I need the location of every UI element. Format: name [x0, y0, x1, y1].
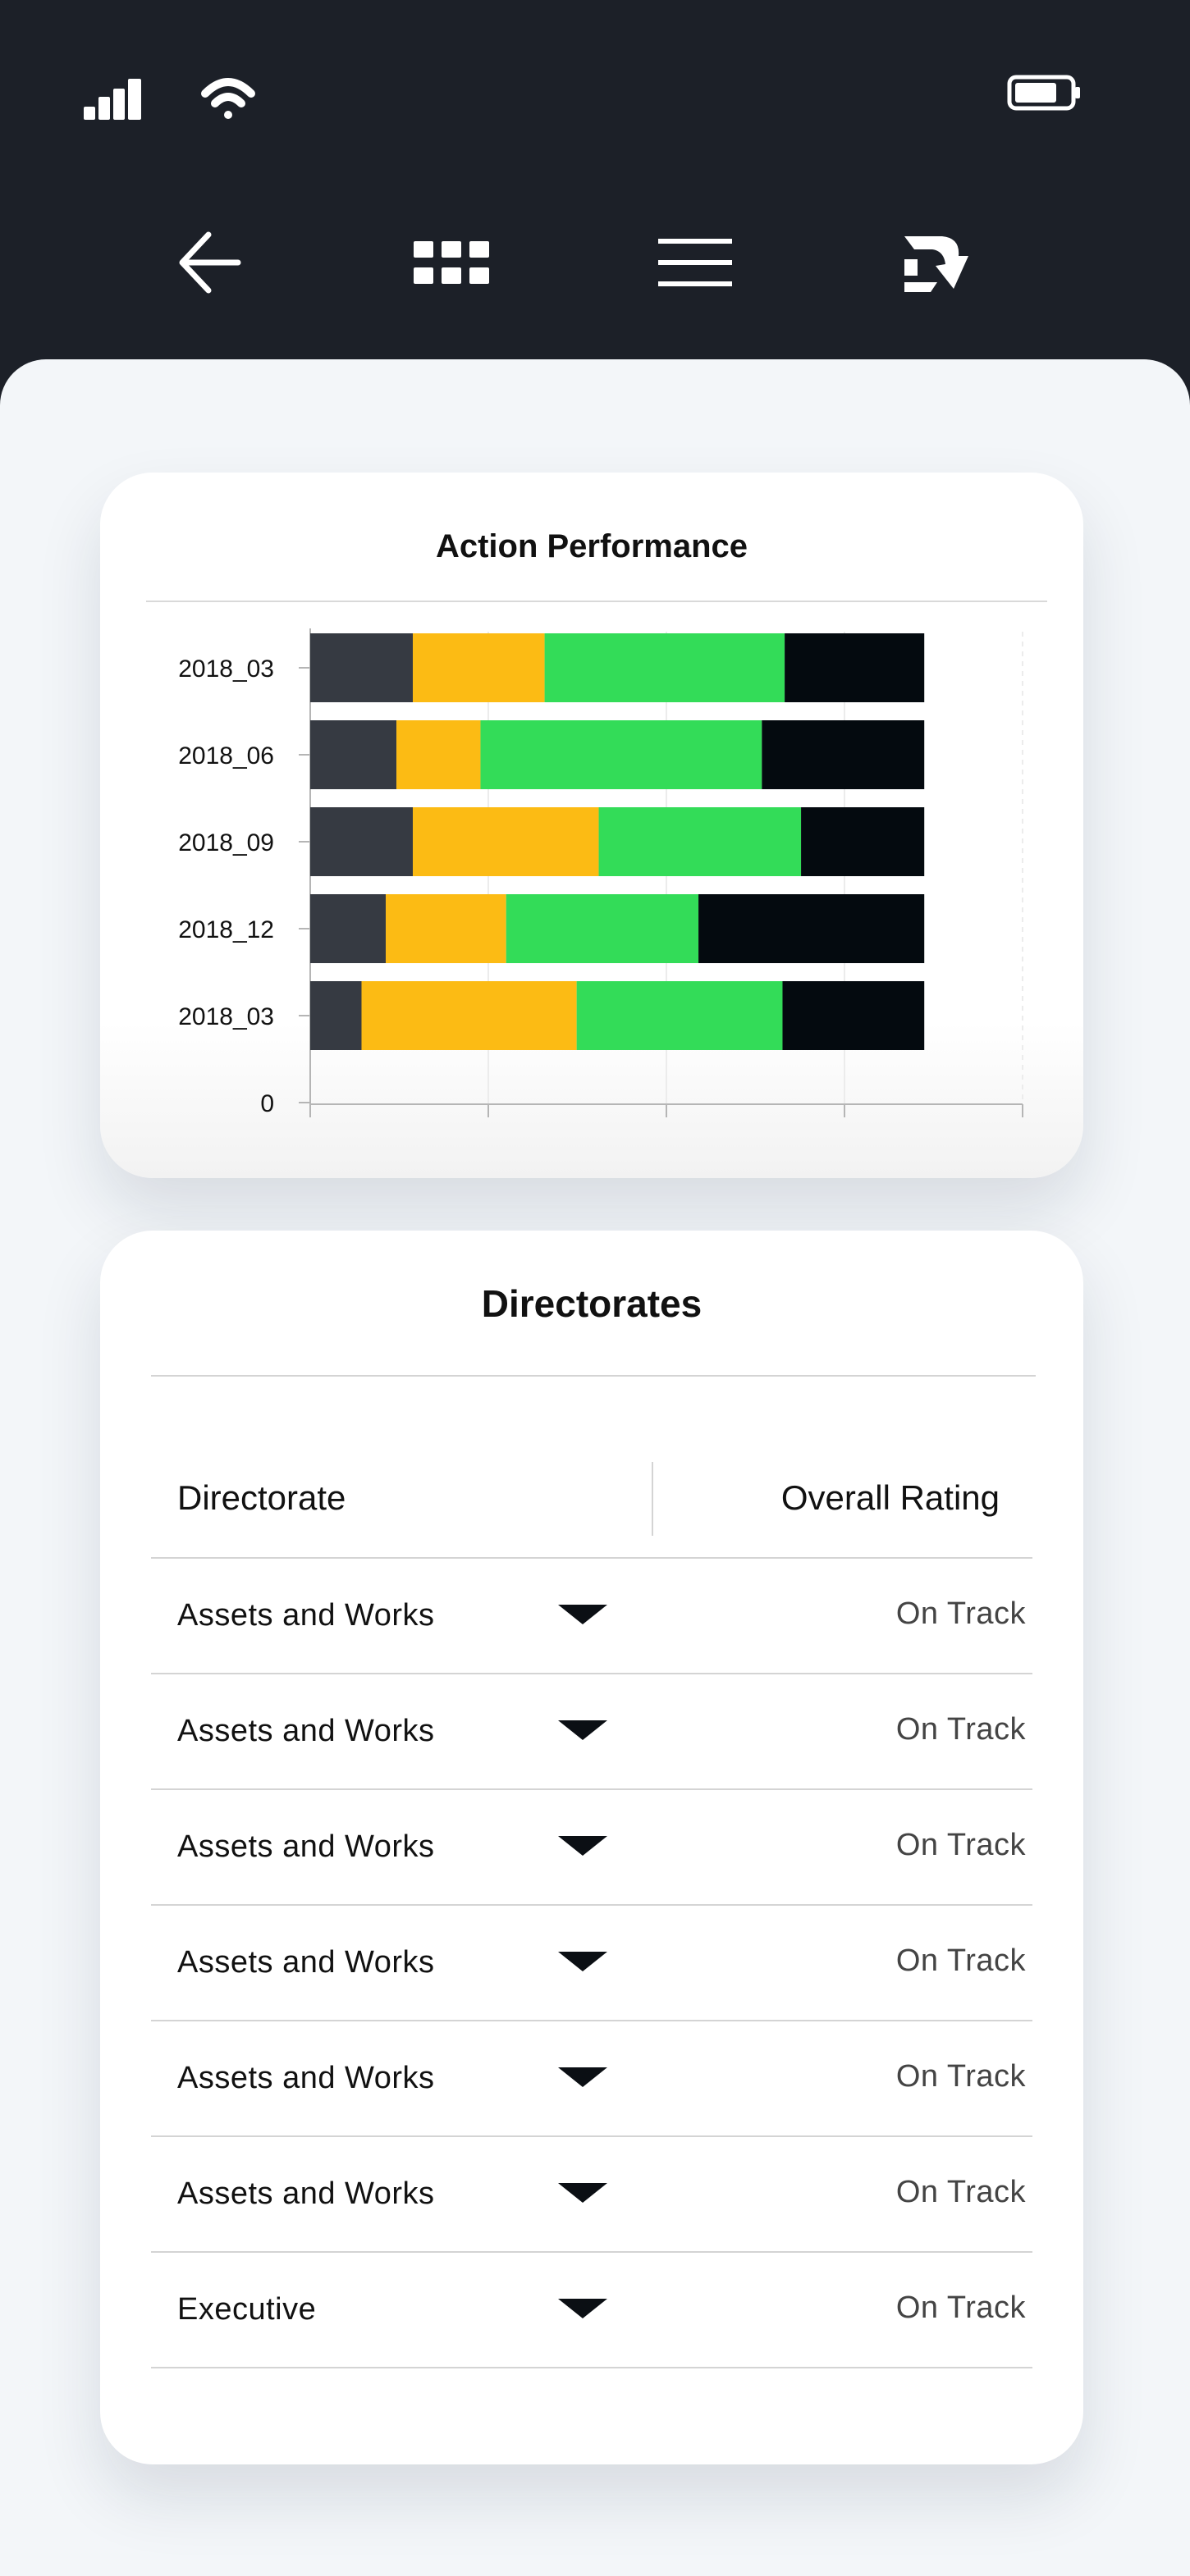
category-label: 2018_03	[178, 655, 274, 683]
overall-rating: On Track	[895, 2059, 1026, 2094]
directorate-row[interactable]: Executive On Track	[151, 2253, 1032, 2368]
column-header-directorate[interactable]: Directorate	[177, 1478, 346, 1517]
bar-segment	[310, 981, 362, 1050]
overall-rating: On Track	[895, 2291, 1026, 2325]
bar-segment	[310, 720, 397, 789]
hamburger-menu-icon[interactable]	[658, 239, 732, 286]
bar-segment	[785, 633, 925, 702]
overall-rating: On Track	[895, 2175, 1026, 2209]
category-label: 2018_03	[178, 1003, 274, 1030]
bar-segment	[412, 807, 599, 876]
bar-segment	[698, 894, 925, 963]
bar-segment	[506, 894, 699, 963]
header-divider	[151, 1557, 1032, 1559]
directorate-row[interactable]: Assets and Works On Track	[151, 1906, 1032, 2021]
bar-segment	[598, 807, 802, 876]
caret-down-icon[interactable]	[558, 1720, 607, 1740]
bar-segment	[782, 981, 925, 1050]
directorate-name: Assets and Works	[177, 1714, 435, 1748]
directorate-row[interactable]: Assets and Works On Track	[151, 1674, 1032, 1790]
bar-segment	[762, 720, 925, 789]
brand-logo-icon[interactable]	[904, 236, 968, 292]
column-header-overall-rating[interactable]: Overall Rating	[780, 1478, 1000, 1517]
bar-segment	[544, 633, 785, 702]
action-performance-card: Action Performance 2018_03 2018_06 2018_09…	[100, 473, 1083, 1178]
bar-segment	[310, 894, 387, 963]
caret-down-icon[interactable]	[558, 1605, 607, 1624]
directorate-row[interactable]: Assets and Works On Track	[151, 2137, 1032, 2253]
status-bar	[0, 0, 1190, 197]
overall-rating: On Track	[895, 1712, 1026, 1747]
bar-segment	[361, 981, 577, 1050]
directorate-row[interactable]: Assets and Works On Track	[151, 1790, 1032, 1906]
arrow-left-icon[interactable]	[179, 231, 241, 294]
caret-down-icon[interactable]	[558, 1952, 607, 1971]
directorate-name: Assets and Works	[177, 1829, 435, 1864]
overall-rating: On Track	[895, 1596, 1026, 1631]
bar-segment	[576, 981, 783, 1050]
chart-divider	[146, 601, 1047, 602]
wifi-icon	[201, 78, 255, 119]
directorate-name: Assets and Works	[177, 2176, 435, 2211]
category-label: 2018_06	[178, 742, 274, 770]
caret-down-icon[interactable]	[558, 2067, 607, 2087]
directorate-name: Executive	[177, 2292, 317, 2327]
overall-rating: On Track	[895, 1828, 1026, 1862]
directorate-row[interactable]: Assets and Works On Track	[151, 1559, 1032, 1674]
bar-segment	[310, 807, 413, 876]
navigation-icons	[179, 231, 968, 294]
overall-rating: On Track	[895, 1943, 1026, 1978]
battery-icon	[1007, 75, 1080, 111]
bar-segment	[412, 633, 545, 702]
bar-segment	[386, 894, 506, 963]
directorate-name: Assets and Works	[177, 1945, 435, 1980]
action-performance-chart: 2018_03 2018_06 2018_09 2018_12 2018_03 0	[178, 628, 1023, 1117]
chart-title: Action Performance	[435, 528, 748, 564]
top-navigation	[0, 197, 1190, 361]
bar-segment	[480, 720, 762, 789]
status-bar-icons	[84, 75, 1080, 120]
directorates-card: Directorates Directorate Overall Rating …	[100, 1231, 1083, 2464]
directorate-name: Assets and Works	[177, 2061, 435, 2095]
directorates-title: Directorates	[481, 1282, 703, 1325]
grid-icon[interactable]	[414, 241, 489, 284]
column-separator	[652, 1462, 653, 1536]
caret-down-icon[interactable]	[558, 2299, 607, 2318]
bar-segment	[801, 807, 925, 876]
directorates-list: Assets and Works On Track Assets and Wor…	[151, 1559, 1032, 2368]
directorates-divider	[151, 1375, 1036, 1377]
category-label: 2018_09	[178, 829, 274, 856]
directorate-row[interactable]: Assets and Works On Track	[151, 2021, 1032, 2137]
signal-strength-icon	[84, 79, 141, 120]
bar-segment	[310, 633, 413, 702]
zero-label: 0	[260, 1090, 274, 1117]
caret-down-icon[interactable]	[558, 1836, 607, 1856]
category-label: 2018_12	[178, 916, 274, 943]
caret-down-icon[interactable]	[558, 2183, 607, 2203]
directorate-name: Assets and Works	[177, 1598, 435, 1633]
bar-segment	[396, 720, 481, 789]
